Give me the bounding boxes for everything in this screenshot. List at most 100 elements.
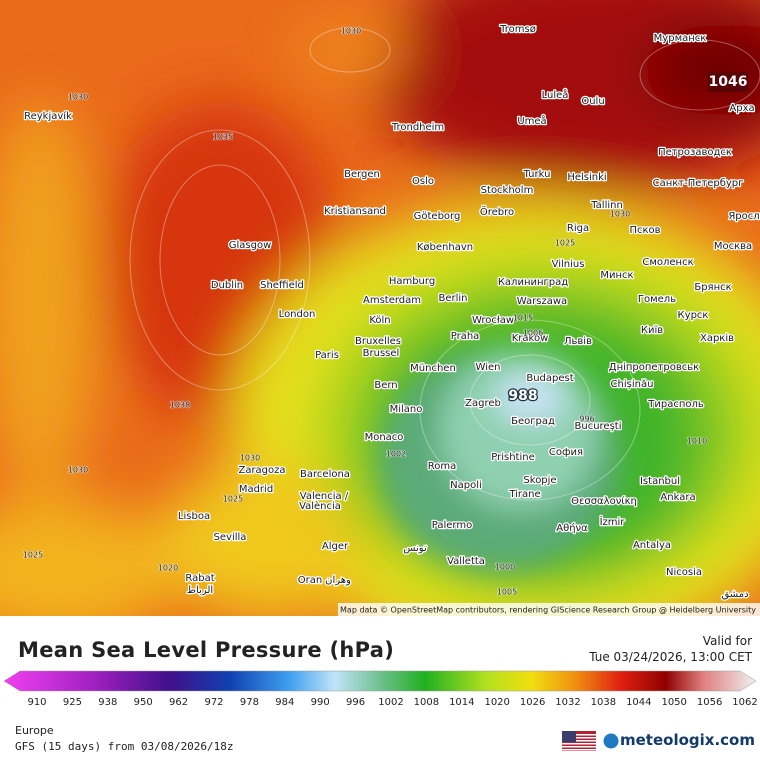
city-label: Alger [322,541,349,552]
city-label: Valencia / [300,491,349,502]
colorbar-tick: 1062 [732,697,758,708]
city-label: وهران [325,575,351,586]
isobar-label: 1015 [513,314,533,323]
city-label: Яросл [728,211,759,222]
colorbar-scale [3,670,757,692]
city-label: Курск [678,310,709,321]
city-label: Warszawa [517,296,567,307]
city-label: دمشق [721,589,748,600]
city-label: Barcelona [300,469,350,480]
city-label: Prishtine [491,452,534,463]
colorbar-tick: 1026 [519,697,546,708]
city-label: Tirane [508,489,540,500]
city-label: Riga [567,223,589,234]
city-label: Vilnius [552,259,585,270]
colorbar-tick: 950 [133,697,153,708]
city-label: Харків [700,332,734,344]
city-label: Monaco [365,432,404,443]
city-label: København [417,242,473,253]
low-label: 988 [508,388,537,404]
city-label: Göteborg [414,211,461,222]
valid-label: Valid for [702,634,752,648]
city-label: Stockholm [481,185,534,196]
city-label: Oulu [581,96,604,107]
city-label: Минск [600,270,633,281]
city-label: Bern [374,380,397,391]
city-label: Valletta [447,556,485,567]
colorbar-tick: 984 [275,697,295,708]
city-label: Ankara [660,492,695,503]
city-label: Москва [714,241,752,252]
isobar-label: 1006 [523,329,543,338]
city-label: Istanbul [640,476,680,487]
city-label: Псков [629,225,660,236]
city-label: Тирасполь [647,399,704,410]
colorbar-tick: 1002 [378,697,404,708]
city-label: Örebro [480,205,514,218]
isobar-label: 1038 [170,401,190,410]
us-flag [562,731,596,751]
city-label: València [299,500,341,512]
city-label: Lisboa [178,511,210,522]
colorbar-tick: 925 [62,697,82,708]
city-label: Мурманск [654,33,707,44]
isobar-label: 1020 [158,564,178,573]
colorbar-tick: 1020 [484,697,510,708]
colorbar-tick: 938 [98,697,118,708]
colorbar [3,670,757,692]
isobar-label: 1035 [213,133,233,142]
city-label: Гомель [638,294,676,305]
city-label: București [575,421,622,432]
city-label: الرباط [187,585,213,596]
colorbar-tick: 1014 [449,697,475,708]
colorbar-tick: 972 [204,697,224,708]
map-attribution: Map data © OpenStreetMap contributors, r… [340,606,756,615]
city-label: Berlin [438,293,467,304]
city-label: Wrocław [472,315,514,326]
valid-time: Tue 03/24/2026, 13:00 CET [589,650,752,664]
city-label: Београд [511,416,555,427]
city-label: Θεσσαλονίκη [571,495,637,507]
colorbar-tick: 996 [346,697,366,708]
isobar-label: 1030 [68,93,88,102]
city-label: Санкт-Петербург [653,178,744,189]
brand-icon [603,733,619,749]
city-label: Turku [523,169,551,180]
city-label: Reykjavík [24,110,72,122]
colorbar-tick: 910 [27,697,47,708]
city-label: London [279,309,316,320]
city-label: Rabat [185,573,214,584]
city-label: Bruxelles [355,336,401,347]
colorbar-tick: 990 [310,697,330,708]
city-label: Köln [369,315,390,326]
city-label: Калининград [498,277,568,288]
region: Europe [15,724,54,737]
city-label: Amsterdam [363,295,421,306]
colorbar-tick: 1050 [661,697,687,708]
city-label: Budapest [526,373,573,384]
isobar-label: 1030 [68,466,88,475]
high-label: 1046 [709,74,748,90]
city-label: Praha [451,331,480,342]
brand[interactable]: meteologix.com [620,731,755,749]
city-label: Wien [476,362,501,373]
city-label: Петрозаводск [658,147,732,158]
city-label: Brussel [363,348,400,359]
city-label: Дніпропетровськ [609,361,699,373]
city-label: Sevilla [214,532,247,543]
isobar-label: 1025 [23,551,43,560]
city-label: Madrid [239,484,273,495]
city-label: Napoli [450,480,482,491]
city-label: تونس [403,543,427,554]
city-label: Αθήνα [556,522,588,534]
colorbar-tick: 1044 [626,697,652,708]
isobar-label: 1005 [497,588,517,597]
city-label: Umeå [517,114,546,127]
colorbar-tick: 978 [239,697,259,708]
city-label: Sheffield [260,280,304,291]
city-label: Львів [564,335,592,347]
city-label: Milano [390,404,423,415]
city-label: Skopje [523,475,556,486]
city-label: Kraków [512,332,549,344]
